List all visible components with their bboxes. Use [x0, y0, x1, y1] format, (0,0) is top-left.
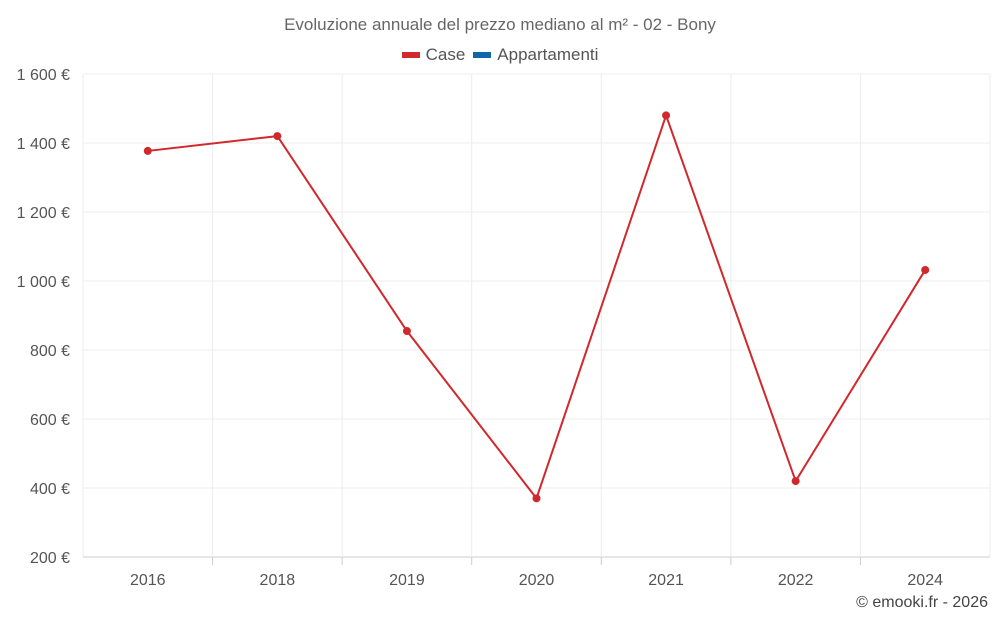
- data-point: [532, 494, 541, 503]
- y-tick-label: 200 €: [30, 550, 70, 567]
- legend-item-case[interactable]: Case: [401, 45, 466, 65]
- x-tick-label: 2018: [260, 572, 296, 589]
- data-point: [143, 146, 152, 155]
- data-point: [402, 327, 411, 336]
- data-point: [921, 265, 930, 274]
- x-tick-label: 2019: [389, 572, 425, 589]
- data-point: [791, 477, 800, 486]
- chart-title: Evoluzione annuale del prezzo mediano al…: [284, 15, 716, 34]
- x-tick-label: 2016: [130, 572, 166, 589]
- y-tick-label: 800 €: [30, 343, 70, 360]
- x-tick-label: 2021: [648, 572, 684, 589]
- y-tick-label: 1 000 €: [17, 274, 70, 291]
- x-tick-label: 2020: [519, 572, 555, 589]
- data-point: [273, 132, 282, 141]
- x-tick-label: 2024: [907, 572, 943, 589]
- legend-swatch-appartamenti: [473, 52, 492, 58]
- legend-item-appartamenti[interactable]: Appartamenti: [473, 45, 598, 65]
- legend: Case Appartamenti: [0, 45, 1000, 65]
- legend-label-appartamenti: Appartamenti: [497, 45, 599, 64]
- y-tick-label: 1 200 €: [17, 205, 70, 222]
- y-tick-label: 1 600 €: [17, 67, 70, 84]
- x-tick-label: 2022: [778, 572, 814, 589]
- data-point: [662, 111, 671, 120]
- copyright-credit: © emooki.fr - 2026: [856, 594, 988, 611]
- y-tick-label: 600 €: [30, 412, 70, 429]
- series-line-0: [147, 114, 927, 500]
- y-tick-label: 400 €: [30, 481, 70, 498]
- y-tick-label: 1 400 €: [17, 136, 70, 153]
- legend-swatch-case: [401, 52, 420, 58]
- legend-label-case: Case: [425, 45, 466, 64]
